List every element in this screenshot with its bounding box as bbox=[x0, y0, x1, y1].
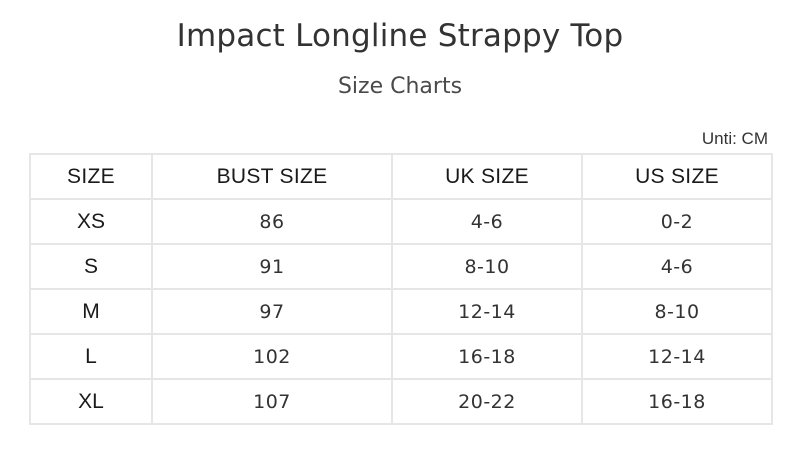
us-size-cell: 16-18 bbox=[581, 378, 773, 425]
column-header-uk-size: UK SIZE bbox=[391, 153, 583, 200]
us-size-cell: 8-10 bbox=[581, 288, 773, 335]
size-chart-table: SIZE BUST SIZE UK SIZE US SIZE XS 86 4-6… bbox=[29, 153, 773, 425]
column-header-us-size: US SIZE bbox=[581, 153, 773, 200]
column-header-bust-size: BUST SIZE bbox=[151, 153, 393, 200]
bust-size-cell: 91 bbox=[151, 243, 393, 290]
table-row: L 102 16-18 12-14 bbox=[29, 333, 773, 380]
size-cell: M bbox=[29, 288, 153, 335]
us-size-cell: 4-6 bbox=[581, 243, 773, 290]
column-header-size: SIZE bbox=[29, 153, 153, 200]
table-header-row: SIZE BUST SIZE UK SIZE US SIZE bbox=[29, 153, 773, 200]
page-title: Impact Longline Strappy Top bbox=[176, 18, 624, 54]
us-size-cell: 12-14 bbox=[581, 333, 773, 380]
size-cell: XL bbox=[29, 378, 153, 425]
unit-note: Unti: CM bbox=[701, 129, 768, 148]
size-cell: L bbox=[29, 333, 153, 380]
bust-size-cell: 102 bbox=[151, 333, 393, 380]
bust-size-cell: 97 bbox=[151, 288, 393, 335]
bust-size-cell: 107 bbox=[151, 378, 393, 425]
uk-size-cell: 4-6 bbox=[391, 198, 583, 245]
table-row: M 97 12-14 8-10 bbox=[29, 288, 773, 335]
size-cell: S bbox=[29, 243, 153, 290]
table-row: XL 107 20-22 16-18 bbox=[29, 378, 773, 425]
size-cell: XS bbox=[29, 198, 153, 245]
bust-size-cell: 86 bbox=[151, 198, 393, 245]
uk-size-cell: 20-22 bbox=[391, 378, 583, 425]
table-row: XS 86 4-6 0-2 bbox=[29, 198, 773, 245]
page-subtitle: Size Charts bbox=[337, 74, 463, 99]
uk-size-cell: 16-18 bbox=[391, 333, 583, 380]
uk-size-cell: 12-14 bbox=[391, 288, 583, 335]
uk-size-cell: 8-10 bbox=[391, 243, 583, 290]
table-row: S 91 8-10 4-6 bbox=[29, 243, 773, 290]
us-size-cell: 0-2 bbox=[581, 198, 773, 245]
